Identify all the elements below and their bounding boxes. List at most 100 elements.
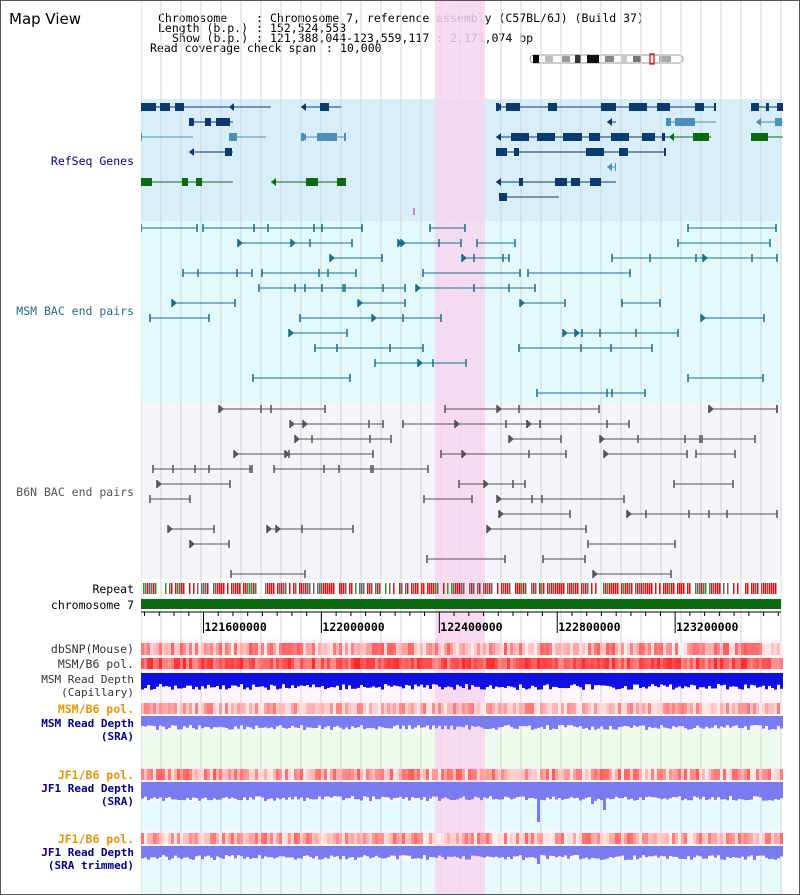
jf1-depth-sra-bar[interactable] — [216, 782, 219, 800]
dbsnp-cell[interactable] — [342, 643, 345, 655]
msm-depth-capillary-bar[interactable] — [261, 673, 264, 687]
jf1-pol-trim-cell[interactable] — [141, 833, 144, 844]
jf1-pol-cell[interactable] — [549, 769, 552, 780]
repeat-element[interactable] — [447, 583, 449, 594]
jf1-pol-cell[interactable] — [387, 769, 390, 780]
dbsnp-cell[interactable] — [486, 643, 489, 655]
jf1-depth-sra-bar[interactable] — [480, 782, 483, 801]
jf1-depth-trim-bar[interactable] — [183, 846, 186, 858]
repeat-element[interactable] — [361, 583, 363, 594]
msm-depth-sra-bar[interactable] — [567, 716, 570, 726]
msm-depth-capillary-bar[interactable] — [744, 673, 747, 685]
msm-depth-capillary-bar[interactable] — [492, 673, 495, 689]
repeat-element[interactable] — [285, 583, 287, 594]
jf1-pol-trim-cell[interactable] — [468, 833, 471, 844]
jf1-pol-trim-cell[interactable] — [624, 833, 627, 844]
repeat-element[interactable] — [583, 583, 585, 594]
jf1-depth-trim-bar[interactable] — [732, 846, 735, 858]
msm-depth-capillary-bar[interactable] — [774, 673, 777, 690]
repeat-element[interactable] — [323, 583, 325, 594]
jf1-depth-sra-bar[interactable] — [453, 782, 456, 800]
msm-b6-pol-sra-cell[interactable] — [300, 703, 303, 714]
dbsnp-cell[interactable] — [366, 643, 369, 655]
msm-depth-sra-bar[interactable] — [597, 716, 600, 729]
jf1-pol-trim-cell[interactable] — [150, 833, 153, 844]
repeat-element[interactable] — [649, 583, 651, 594]
jf1-depth-sra-bar[interactable] — [690, 782, 693, 801]
jf1-depth-sra-bar[interactable] — [324, 782, 327, 797]
jf1-pol-trim-cell[interactable] — [774, 833, 777, 844]
msm-b6-pol-cell[interactable] — [345, 658, 348, 669]
jf1-pol-trim-cell[interactable] — [234, 833, 237, 844]
msm-b6-pol-sra-cell[interactable] — [228, 703, 231, 714]
msm-b6-pol-sra-cell[interactable] — [405, 703, 408, 714]
repeat-element[interactable] — [737, 583, 739, 594]
dbsnp-cell[interactable] — [282, 643, 285, 655]
dbsnp-cell[interactable] — [432, 643, 435, 655]
msm-b6-pol-cell[interactable] — [354, 658, 357, 669]
msm-depth-sra-bar[interactable] — [576, 716, 579, 728]
msm-b6-pol-sra-cell[interactable] — [477, 703, 480, 714]
msm-depth-sra-bar[interactable] — [609, 716, 612, 726]
dbsnp-cell[interactable] — [519, 643, 522, 655]
jf1-pol-cell[interactable] — [171, 769, 174, 780]
jf1-depth-trim-bar[interactable] — [216, 846, 219, 857]
msm-depth-sra-bar[interactable] — [555, 716, 558, 730]
jf1-depth-trim-bar[interactable] — [177, 846, 180, 858]
msm-depth-capillary-bar[interactable] — [567, 673, 570, 689]
jf1-pol-trim-cell[interactable] — [558, 833, 561, 844]
jf1-pol-cell[interactable] — [774, 769, 777, 780]
msm-depth-capillary-bar[interactable] — [381, 673, 384, 690]
msm-b6-pol-sra-cell[interactable] — [585, 703, 588, 714]
dbsnp-cell[interactable] — [195, 643, 198, 655]
msm-depth-capillary-bar[interactable] — [675, 673, 678, 688]
msm-b6-pol-cell[interactable] — [243, 658, 246, 669]
jf1-depth-trim-bar[interactable] — [318, 846, 321, 860]
msm-b6-pol-sra-cell[interactable] — [498, 703, 501, 714]
jf1-pol-cell[interactable] — [330, 769, 333, 780]
jf1-depth-sra-bar[interactable] — [228, 782, 231, 799]
msm-depth-capillary-bar[interactable] — [711, 673, 714, 689]
msm-depth-capillary-bar[interactable] — [726, 673, 729, 690]
jf1-depth-sra-bar[interactable] — [387, 782, 390, 798]
jf1-depth-trim-bar[interactable] — [549, 846, 552, 856]
refseq-gene-exon[interactable] — [714, 103, 716, 111]
msm-b6-pol-cell[interactable] — [753, 658, 756, 669]
jf1-depth-trim-bar[interactable] — [618, 846, 621, 857]
msm-b6-pol-sra-cell[interactable] — [219, 703, 222, 714]
msm-depth-capillary-bar[interactable] — [633, 673, 636, 685]
msm-depth-sra-bar[interactable] — [342, 716, 345, 730]
jf1-depth-sra-bar[interactable] — [762, 782, 765, 801]
msm-depth-capillary-bar[interactable] — [324, 673, 327, 690]
msm-b6-pol-sra-cell[interactable] — [144, 703, 147, 714]
jf1-pol-trim-cell[interactable] — [312, 833, 315, 844]
jf1-pol-cell[interactable] — [696, 769, 699, 780]
jf1-depth-sra-bar[interactable] — [390, 782, 393, 800]
jf1-pol-trim-cell[interactable] — [678, 833, 681, 844]
jf1-pol-cell[interactable] — [432, 769, 435, 780]
jf1-depth-sra-bar[interactable] — [717, 782, 720, 798]
repeat-element[interactable] — [251, 583, 253, 594]
dbsnp-cell[interactable] — [216, 643, 219, 655]
jf1-pol-trim-cell[interactable] — [354, 833, 357, 844]
jf1-depth-trim-bar[interactable] — [447, 846, 450, 857]
jf1-pol-cell[interactable] — [615, 769, 618, 780]
jf1-pol-trim-cell[interactable] — [360, 833, 363, 844]
repeat-element[interactable] — [217, 583, 219, 594]
jf1-depth-trim-bar[interactable] — [519, 846, 522, 856]
msm-depth-capillary-bar[interactable] — [168, 673, 171, 687]
jf1-depth-sra-bar[interactable] — [189, 782, 192, 800]
msm-b6-pol-sra-cell[interactable] — [630, 703, 633, 714]
dbsnp-cell[interactable] — [543, 643, 546, 655]
dbsnp-cell[interactable] — [729, 643, 732, 655]
jf1-pol-cell[interactable] — [597, 769, 600, 780]
msm-depth-capillary-bar[interactable] — [294, 673, 297, 689]
jf1-pol-trim-cell[interactable] — [486, 833, 489, 844]
msm-depth-sra-bar[interactable] — [621, 716, 624, 727]
repeat-element[interactable] — [699, 583, 701, 594]
repeat-element[interactable] — [491, 583, 493, 594]
repeat-element[interactable] — [745, 583, 747, 594]
jf1-pol-trim-cell[interactable] — [615, 833, 618, 844]
repeat-element[interactable] — [757, 583, 759, 594]
msm-b6-pol-cell[interactable] — [342, 658, 345, 669]
